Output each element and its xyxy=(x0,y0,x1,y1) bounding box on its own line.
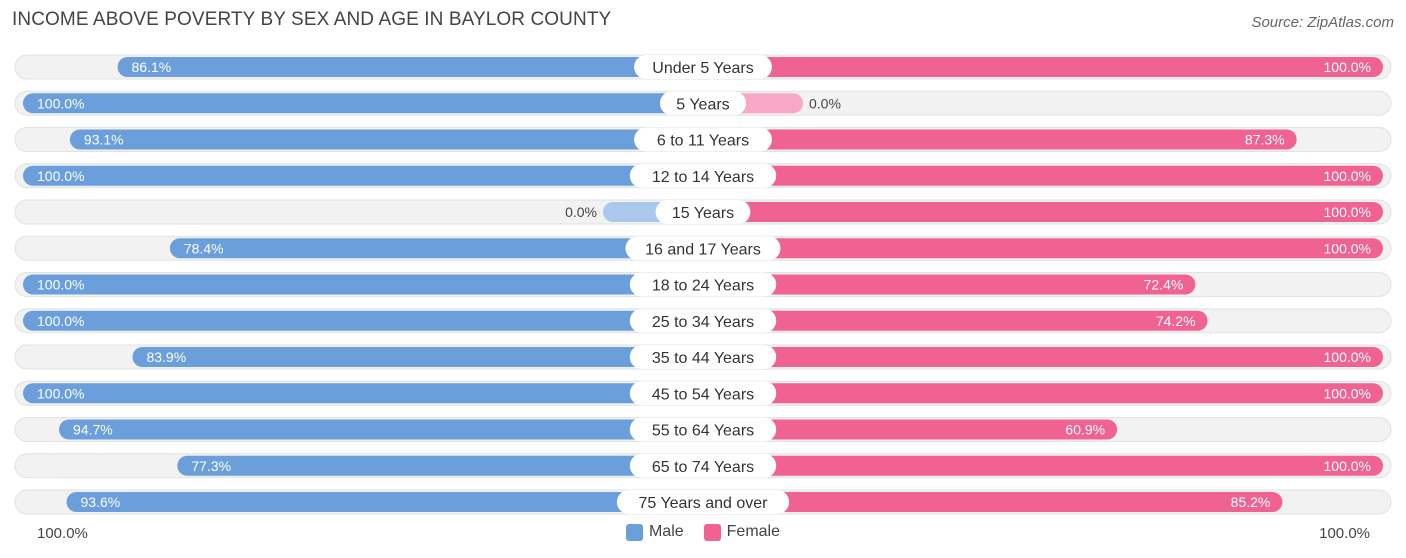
category-label: 55 to 64 Years xyxy=(652,423,754,440)
bar-male xyxy=(23,383,703,404)
value-label-male: 100.0% xyxy=(37,385,84,401)
bar-female xyxy=(703,492,1283,512)
value-label-male: 77.3% xyxy=(191,458,231,474)
axis-right-label: 100.0% xyxy=(1319,525,1370,542)
value-label-female: 0.0% xyxy=(809,95,841,111)
value-label-male: 93.1% xyxy=(84,132,124,148)
value-label-female: 100.0% xyxy=(1324,458,1371,474)
legend-item-female: Female xyxy=(703,523,781,541)
value-label-male: 86.1% xyxy=(132,59,172,75)
bar-female xyxy=(703,57,1383,77)
category-label: 5 Years xyxy=(676,96,729,113)
category-pill xyxy=(655,200,751,224)
source-credit: Source: ZipAtlas.com xyxy=(1251,14,1394,31)
bar-female xyxy=(703,165,1383,186)
value-label-female: 74.2% xyxy=(1156,313,1196,329)
bar-male xyxy=(177,455,704,476)
bar-male xyxy=(66,492,703,512)
bar-male xyxy=(59,419,704,440)
legend-swatch-male xyxy=(625,523,643,541)
legend: Male Female xyxy=(0,523,1406,541)
value-label-female: 60.9% xyxy=(1065,422,1105,438)
category-pill xyxy=(629,272,777,297)
category-label: Under 5 Years xyxy=(652,60,753,77)
category-pill xyxy=(625,236,781,261)
legend-swatch-female xyxy=(703,523,721,541)
bar-male xyxy=(69,129,704,150)
bar-male xyxy=(132,347,704,367)
bar-male xyxy=(23,93,703,114)
value-label-female: 100.0% xyxy=(1324,204,1371,220)
value-label-female: 100.0% xyxy=(1324,385,1371,401)
value-label-male: 93.6% xyxy=(81,494,121,510)
value-label-female: 100.0% xyxy=(1324,240,1371,256)
category-pill xyxy=(634,55,772,79)
value-label-male: 83.9% xyxy=(146,349,186,365)
category-pill xyxy=(629,345,777,369)
category-label: 16 and 17 Years xyxy=(645,241,761,258)
category-label: 6 to 11 Years xyxy=(657,133,749,150)
bar-male xyxy=(23,274,703,295)
category-pill xyxy=(616,490,790,514)
bar-male xyxy=(23,165,703,186)
value-label-male: 100.0% xyxy=(37,313,84,329)
bar-female xyxy=(703,347,1383,367)
bar-female xyxy=(703,129,1297,150)
bar-female xyxy=(703,274,1196,295)
value-label-male: 100.0% xyxy=(37,168,84,184)
category-pill xyxy=(629,417,777,442)
legend-label-male: Male xyxy=(648,523,684,540)
bar-male xyxy=(169,238,703,259)
value-label-female: 100.0% xyxy=(1324,59,1371,75)
axis-left-label: 100.0% xyxy=(37,525,88,542)
bar-female xyxy=(703,455,1383,476)
category-label: 35 to 44 Years xyxy=(652,350,754,367)
category-label: 12 to 14 Years xyxy=(652,169,754,186)
category-label: 65 to 74 Years xyxy=(652,459,754,476)
category-pill xyxy=(634,127,772,152)
bar-female xyxy=(703,238,1383,259)
value-label-female: 100.0% xyxy=(1324,168,1371,184)
category-pill xyxy=(629,381,777,406)
value-label-female: 85.2% xyxy=(1231,494,1271,510)
category-pill xyxy=(629,308,777,333)
category-label: 75 Years and over xyxy=(639,495,769,512)
value-label-female: 72.4% xyxy=(1144,277,1184,293)
bar-male xyxy=(117,57,703,77)
bar-male xyxy=(23,310,703,331)
value-label-male: 100.0% xyxy=(37,95,84,111)
value-label-male: 100.0% xyxy=(37,277,84,293)
category-pill xyxy=(629,453,777,478)
value-label-female: 87.3% xyxy=(1245,132,1285,148)
value-label-male: 94.7% xyxy=(73,422,113,438)
chart-title: INCOME ABOVE POVERTY BY SEX AND AGE IN B… xyxy=(12,9,612,30)
category-label: 18 to 24 Years xyxy=(652,278,754,295)
bar-female xyxy=(703,419,1118,440)
value-label-male: 78.4% xyxy=(184,240,224,256)
category-pill xyxy=(659,91,747,116)
bar-female xyxy=(703,383,1383,404)
legend-item-male: Male xyxy=(625,523,684,541)
legend-label-female: Female xyxy=(726,523,781,540)
category-label: 45 to 54 Years xyxy=(652,386,754,403)
bar-female xyxy=(703,202,1383,222)
category-pill xyxy=(629,163,777,188)
category-label: 25 to 34 Years xyxy=(652,314,754,331)
chart-area: 86.1% 100.0% Under 5 Years 100.0% 0.0% 5 Year… xyxy=(14,54,1392,515)
value-label-female: 100.0% xyxy=(1324,349,1371,365)
value-label-male: 0.0% xyxy=(565,204,597,220)
category-label: 15 Years xyxy=(672,205,734,222)
bar-female xyxy=(703,310,1208,331)
